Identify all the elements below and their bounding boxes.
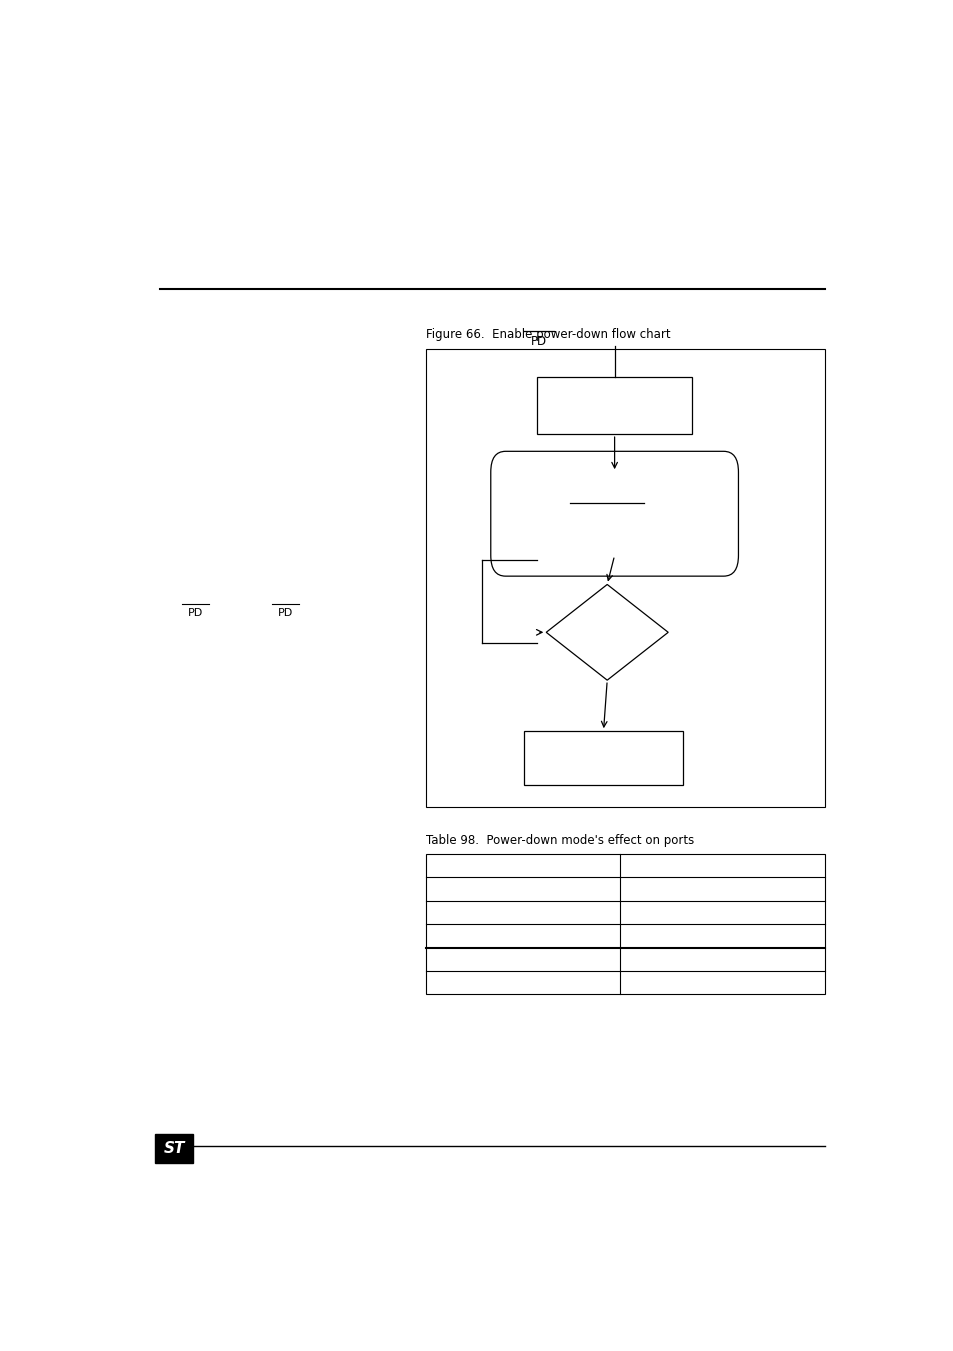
Bar <box>426 350 824 807</box>
Bar <box>426 854 824 994</box>
Bar <box>523 731 682 785</box>
Text: PD: PD <box>277 608 293 619</box>
Polygon shape <box>546 585 667 680</box>
Text: Table 98.  Power-down mode's effect on ports: Table 98. Power-down mode's effect on po… <box>426 834 694 847</box>
Text: PD: PD <box>188 608 203 619</box>
Text: PD: PD <box>531 335 547 347</box>
Text: ST: ST <box>163 1140 185 1156</box>
Text: Figure 66.  Enable power-down flow chart: Figure 66. Enable power-down flow chart <box>426 328 670 340</box>
FancyBboxPatch shape <box>490 451 738 576</box>
Bar <box>537 377 692 434</box>
Bar <box>154 1133 193 1163</box>
